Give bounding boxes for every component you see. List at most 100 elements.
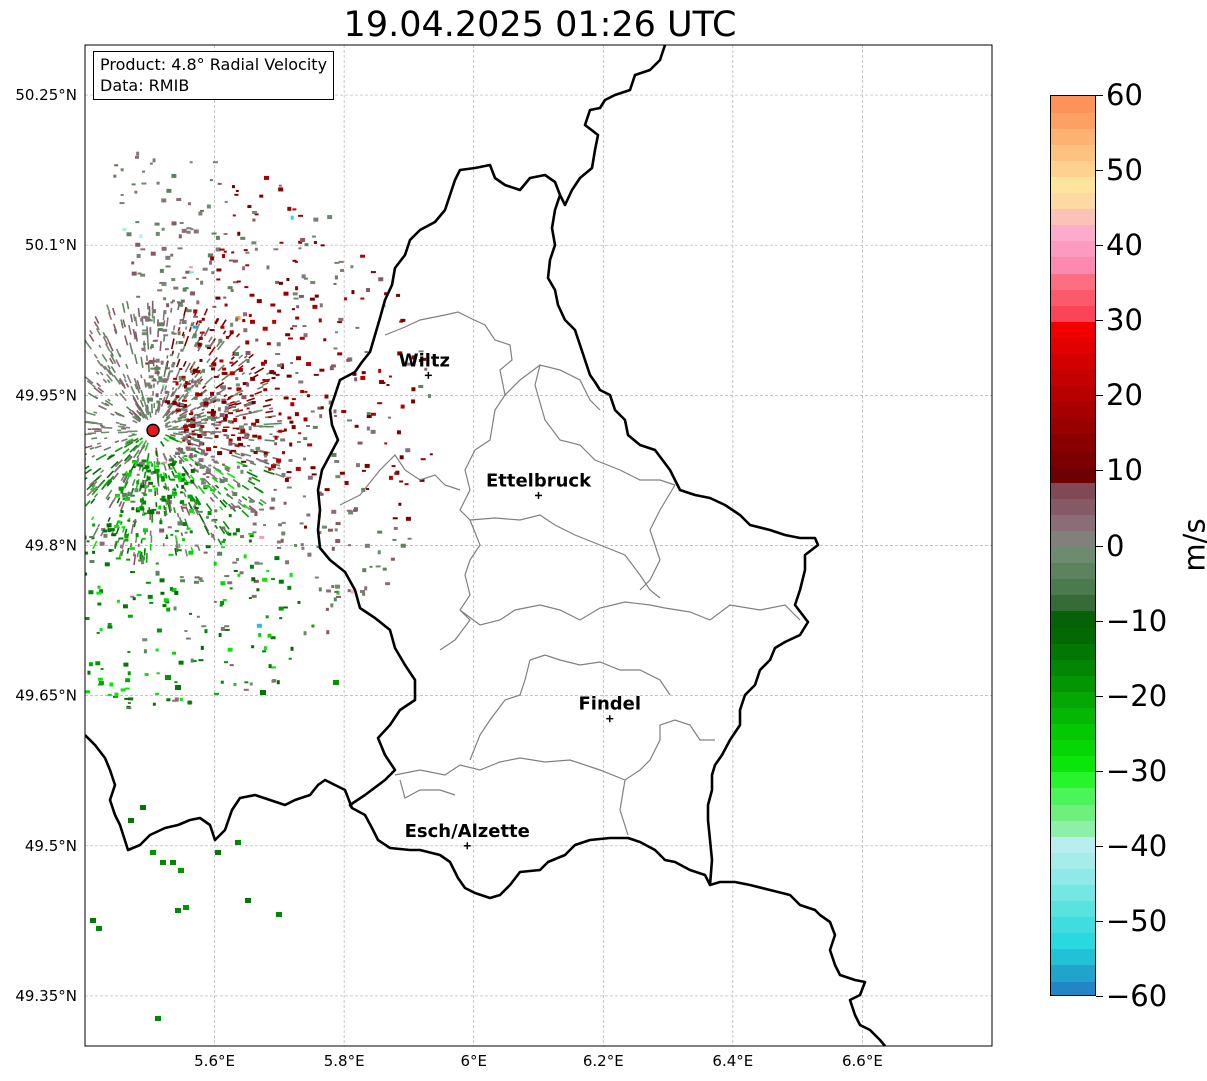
colorbar-segment: [1051, 192, 1095, 210]
colorbar-tick: [1096, 95, 1103, 96]
lat-tick-label: 49.8°N: [25, 537, 77, 555]
colorbar-segment: [1051, 514, 1095, 531]
colorbar-segment: [1051, 787, 1095, 805]
lon-tick-label: 6.4°E: [712, 1052, 753, 1070]
colorbar-segment: [1051, 610, 1095, 628]
colorbar-segment: [1051, 932, 1095, 950]
colorbar-segment: [1051, 900, 1095, 918]
colorbar-tick-label: 0: [1106, 528, 1125, 563]
colorbar-segment: [1051, 659, 1095, 676]
city-label: Esch/Alzette: [405, 821, 530, 842]
city-marker: Esch/Alzette: [405, 821, 530, 850]
lat-tick-label: 49.35°N: [15, 987, 77, 1005]
colorbar-segment: [1051, 948, 1095, 966]
velocity-colorbar: [1050, 95, 1096, 996]
radar-echoes: [85, 151, 433, 1021]
colorbar-segment: [1051, 466, 1095, 483]
colorbar-segment: [1051, 256, 1095, 274]
lat-tick-label: 49.65°N: [15, 687, 77, 705]
colorbar-tick: [1096, 920, 1103, 922]
colorbar-segment: [1051, 852, 1095, 869]
city-markers: Wiltz Ettelbruck Findel Esch/Alzette: [399, 350, 641, 850]
lat-tick-label: 50.1°N: [25, 236, 77, 254]
colorbar-tick-label: −30: [1106, 753, 1168, 788]
colorbar-segment: [1051, 964, 1095, 982]
southwest-border: [85, 734, 354, 852]
colorbar-segment: [1051, 417, 1095, 435]
colorbar-segment: [1051, 176, 1095, 194]
colorbar-tick-label: −20: [1106, 678, 1168, 713]
city-label: Ettelbruck: [486, 470, 592, 491]
city-marker: Findel: [578, 694, 641, 723]
lon-tick-label: 5.8°E: [324, 1052, 365, 1070]
colorbar-tick-label: 10: [1106, 453, 1143, 488]
graticule-grid: [85, 45, 992, 1046]
lon-tick-label: 5.6°E: [194, 1052, 235, 1070]
colorbar-segment: [1051, 562, 1095, 580]
radar-site-marker: [146, 423, 160, 438]
colorbar-segment: [1051, 916, 1095, 934]
city-label: Wiltz: [399, 350, 450, 371]
map-frame: [84, 44, 993, 1047]
colorbar-segment: [1051, 482, 1095, 499]
luxembourg-border: [316, 163, 820, 900]
colorbar-tick-label: 60: [1106, 78, 1143, 112]
product-info-box: Product: 4.8° Radial Velocity Data: RMIB: [93, 51, 335, 100]
colorbar-segment: [1051, 96, 1095, 113]
colorbar-tick: [1096, 320, 1103, 322]
colorbar-segment: [1051, 884, 1095, 902]
colorbar-segment: [1051, 820, 1095, 837]
colorbar-segment: [1051, 578, 1095, 596]
colorbar-tick: [1096, 245, 1103, 247]
colorbar-segment: [1051, 546, 1095, 564]
colorbar-segment: [1051, 321, 1095, 338]
product-label: Product: 4.8° Radial Velocity: [100, 55, 328, 74]
colorbar-segment: [1051, 803, 1095, 821]
lon-tick-label: 6.2°E: [583, 1052, 624, 1070]
colorbar-segment: [1051, 433, 1095, 451]
colorbar-tick-label: 40: [1106, 228, 1143, 263]
colorbar-tick: [1096, 996, 1103, 997]
lat-tick-label: 50.25°N: [15, 86, 77, 104]
colorbar-segment: [1051, 836, 1095, 853]
colorbar-tick-label: −10: [1106, 603, 1168, 638]
colorbar-tick: [1096, 620, 1103, 622]
colorbar-unit-label: m/s: [1177, 518, 1207, 572]
colorbar-segment: [1051, 771, 1095, 789]
colorbar-tick-label: −50: [1106, 903, 1168, 938]
colorbar-segment: [1051, 707, 1095, 725]
colorbar-tick-label: 50: [1106, 153, 1143, 188]
colorbar-tick-label: 30: [1106, 303, 1143, 338]
colorbar-segment: [1051, 128, 1095, 145]
colorbar-segment: [1051, 289, 1095, 306]
axis-ticks: 50.25°N 50.1°N 49.95°N 49.8°N 49.65°N 49.5°N 4…: [15, 86, 883, 1070]
colorbar-tick-label: −60: [1106, 979, 1168, 1013]
colorbar-segment: [1051, 691, 1095, 708]
lon-tick-label: 6°E: [460, 1052, 487, 1070]
colorbar-segment: [1051, 643, 1095, 660]
colorbar-segment: [1051, 530, 1095, 548]
colorbar-tick: [1096, 545, 1103, 547]
colorbar-segment: [1051, 353, 1095, 371]
colorbar-tick: [1096, 695, 1103, 697]
colorbar-segment: [1051, 272, 1095, 290]
colorbar-segment: [1051, 369, 1095, 387]
colorbar-tick: [1096, 395, 1103, 397]
colorbar-segment: [1051, 385, 1095, 403]
colorbar-segment: [1051, 675, 1095, 692]
colorbar-segment: [1051, 112, 1095, 129]
colorbar-segment: [1051, 498, 1095, 515]
colorbar-tick: [1096, 845, 1103, 847]
colorbar-tick-label: −40: [1106, 828, 1168, 863]
colorbar-segment: [1051, 626, 1095, 644]
colorbar-segment: [1051, 449, 1095, 467]
colorbar-tick-label: 20: [1106, 378, 1143, 413]
colorbar-tick: [1096, 170, 1103, 172]
colorbar-segment: [1051, 337, 1095, 355]
colorbar-segment: [1051, 739, 1095, 757]
colorbar-segment: [1051, 594, 1095, 612]
lat-tick-label: 49.95°N: [15, 386, 77, 404]
colorbar-segment: [1051, 208, 1095, 226]
germany-border: [558, 45, 886, 1046]
